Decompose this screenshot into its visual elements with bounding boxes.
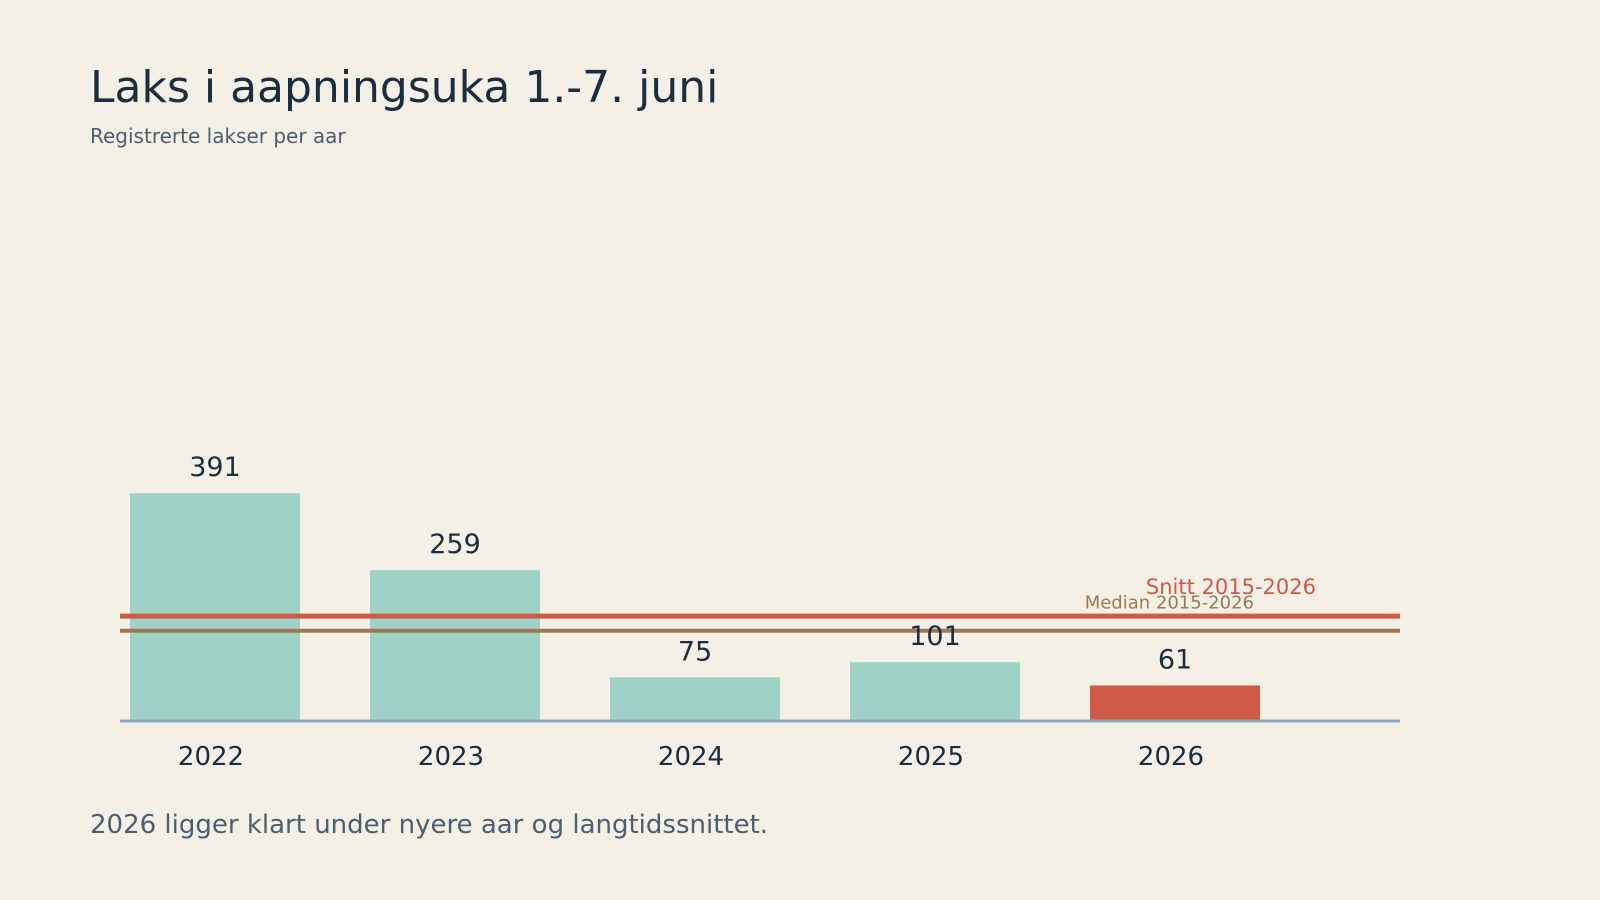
chart-title: Laks i aapningsuka 1.-7. juni (90, 62, 719, 113)
value-label-2022: 391 (189, 452, 241, 483)
x-tick-label-2022: 2022 (178, 742, 244, 772)
value-label-2024: 75 (678, 636, 712, 667)
bar-2022 (130, 493, 300, 721)
bar-2026 (1090, 685, 1260, 721)
x-tick-label-2024: 2024 (658, 742, 724, 772)
mean-label: Snitt 2015-2026 (1146, 575, 1316, 599)
x-tick-label-2025: 2025 (898, 742, 964, 772)
median-label: Median 2015-2026 (1085, 593, 1254, 614)
bar-2025 (850, 662, 1020, 721)
chart-footnote: 2026 ligger klart under nyere aar og lan… (90, 810, 769, 840)
bar-2023 (370, 570, 540, 721)
bar-2024 (610, 677, 780, 721)
value-label-2025: 101 (909, 621, 961, 652)
x-tick-label-2026: 2026 (1138, 742, 1204, 772)
value-label-2026: 61 (1158, 644, 1192, 675)
x-tick-label-2023: 2023 (418, 742, 484, 772)
chart-subtitle: Registrerte lakser per aar (90, 124, 346, 148)
value-label-2023: 259 (429, 529, 481, 560)
